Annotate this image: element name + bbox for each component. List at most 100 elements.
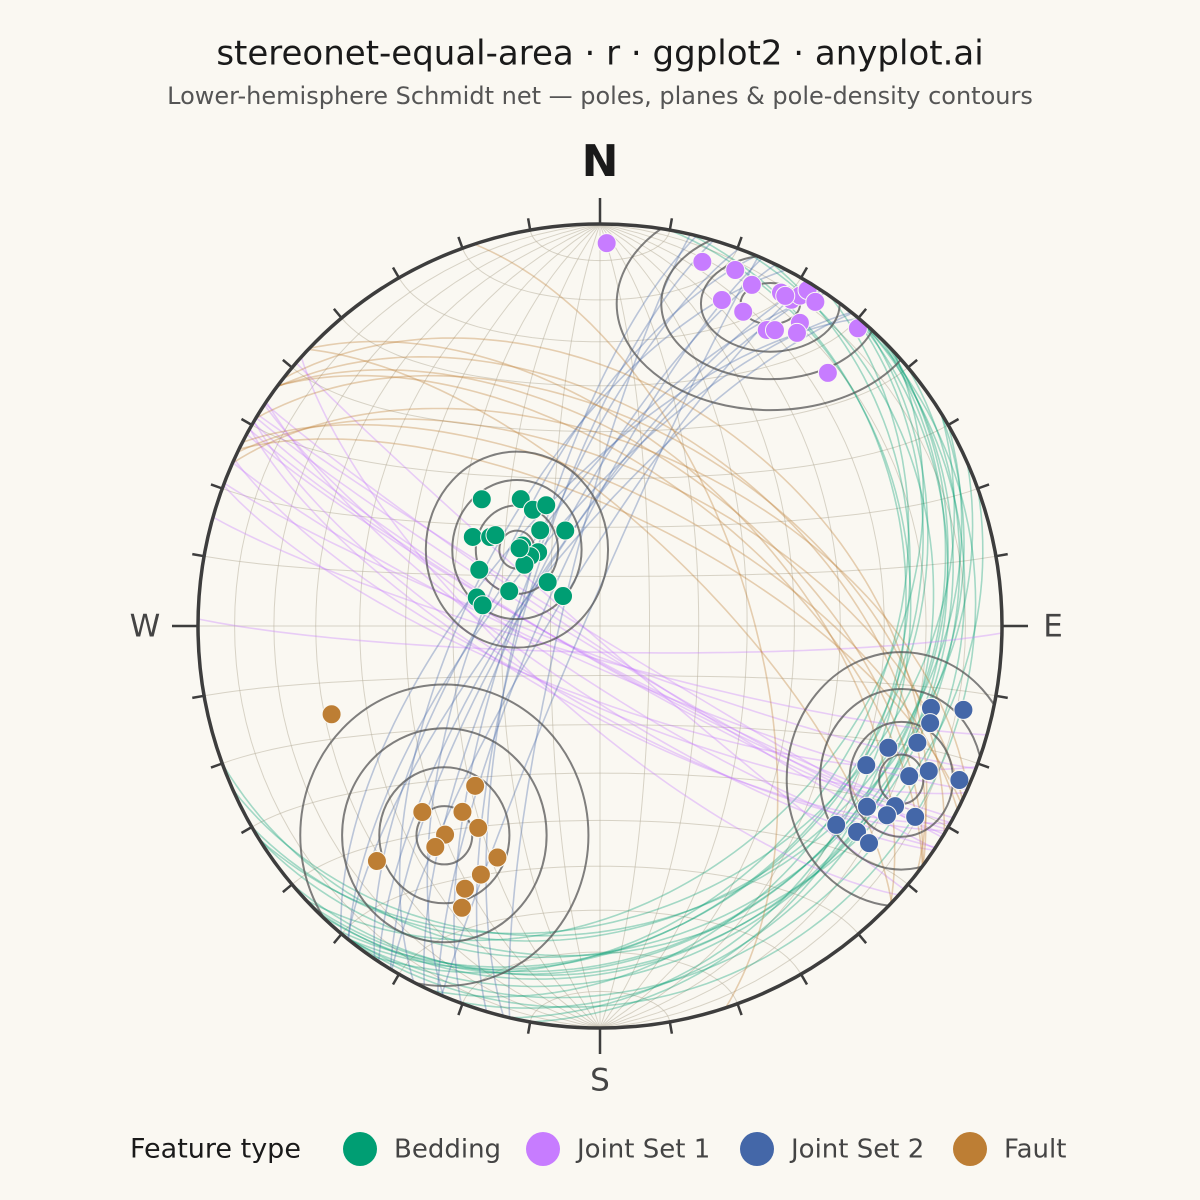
pole-point	[454, 878, 475, 899]
plane-great-circle	[265, 401, 934, 851]
pole-point	[596, 233, 617, 254]
plane-great-circle	[295, 362, 905, 890]
south-label: S	[590, 1063, 610, 1099]
pole-point	[470, 864, 491, 885]
grid-small-circle	[341, 317, 859, 387]
rim-tick	[240, 417, 253, 427]
plane-great-circle	[237, 418, 964, 800]
rim-tick	[240, 825, 253, 835]
pole-point	[856, 755, 877, 776]
plane-great-circle	[305, 351, 925, 942]
plane-great-circle	[475, 239, 715, 1012]
pole-point	[711, 289, 732, 310]
pole-point	[465, 775, 486, 796]
pole-point	[826, 814, 847, 835]
legend-label: Fault	[1004, 1135, 1066, 1165]
rim-tick	[192, 694, 205, 700]
plane-great-circle	[453, 248, 740, 1004]
plane-great-circle	[310, 346, 949, 973]
rim-tick	[210, 762, 223, 769]
grid-small-circle	[398, 909, 802, 975]
rim-tick	[210, 483, 223, 490]
rim-tick	[526, 218, 532, 231]
plane-great-circle	[509, 233, 907, 1019]
grid-small-circle	[291, 819, 909, 885]
pole-point	[949, 770, 970, 791]
pole-point	[733, 301, 754, 322]
pole-point	[462, 526, 483, 547]
plane-great-circle	[221, 488, 984, 957]
pole-point	[514, 554, 535, 575]
grid-small-circle	[204, 555, 996, 578]
density-contour	[299, 683, 590, 987]
rim-tick	[857, 308, 868, 319]
legend-title: Feature type	[130, 1134, 301, 1165]
legend-swatch	[740, 1132, 774, 1166]
plane-great-circle	[282, 337, 928, 874]
plane-great-circle	[223, 482, 976, 770]
rim-tick	[947, 417, 960, 427]
plane-great-circle	[276, 355, 927, 866]
pole-point	[425, 836, 446, 857]
frame	[172, 198, 1028, 1054]
chart-subtitle: Lower-hemisphere Schmidt net — poles, pl…	[167, 82, 1033, 110]
grid-small-circle	[251, 424, 949, 480]
pole-point	[764, 320, 785, 341]
grid-small-circle	[204, 674, 996, 697]
rim-tick	[526, 1021, 532, 1034]
pole-point	[876, 805, 897, 826]
rim-tick	[995, 552, 1008, 558]
plane-great-circle	[263, 404, 936, 849]
pole-point	[918, 761, 939, 782]
pole-point	[412, 801, 433, 822]
plane-great-circle	[249, 428, 951, 825]
grid-small-circle	[222, 724, 978, 764]
pole-point	[487, 847, 508, 868]
legend-swatch	[343, 1132, 377, 1166]
plane-great-circle	[474, 243, 779, 1009]
grid-small-circle	[529, 229, 671, 262]
poles	[321, 233, 974, 918]
pole-point	[471, 489, 492, 510]
plane-great-circle	[346, 313, 977, 1008]
plane-great-circle	[257, 414, 943, 838]
rim-tick	[799, 973, 809, 986]
plane-great-circle	[309, 340, 896, 904]
plane-great-circle	[530, 229, 912, 1023]
pole-point	[485, 525, 506, 546]
plane-great-circle	[291, 367, 961, 976]
plane-great-circle	[232, 462, 974, 937]
plane-great-circle	[340, 317, 860, 934]
pole-point	[905, 806, 926, 827]
rim-tick	[907, 358, 918, 369]
pole-point	[817, 362, 838, 383]
grid-small-circle	[529, 990, 671, 1023]
rim-tick	[977, 762, 990, 769]
plane-great-circle	[233, 458, 966, 795]
pole-point	[725, 260, 746, 281]
pole-point	[555, 520, 576, 541]
plane-great-circle	[255, 417, 945, 835]
plane-great-circle	[212, 516, 988, 736]
pole-point	[452, 801, 473, 822]
plane-great-circle	[426, 254, 757, 997]
pole-point	[953, 699, 974, 720]
grid-small-circle	[341, 865, 859, 935]
rim-tick	[736, 236, 743, 249]
legend-swatch	[526, 1132, 560, 1166]
pole-point	[856, 796, 877, 817]
legend-label: Bedding	[394, 1135, 501, 1165]
pole-point	[451, 897, 472, 918]
grid-small-circle	[222, 488, 978, 528]
legend-swatch	[953, 1132, 987, 1166]
rim-tick	[391, 266, 401, 279]
plane-great-circle	[248, 428, 951, 824]
rim-tick	[668, 1021, 674, 1034]
plane-great-circle	[429, 261, 911, 998]
rim-tick	[799, 266, 809, 279]
pole-point	[775, 285, 796, 306]
net-grid	[198, 224, 1002, 1028]
rim-tick	[857, 933, 868, 944]
rim-tick	[332, 308, 343, 319]
legend-label: Joint Set 2	[789, 1135, 924, 1165]
